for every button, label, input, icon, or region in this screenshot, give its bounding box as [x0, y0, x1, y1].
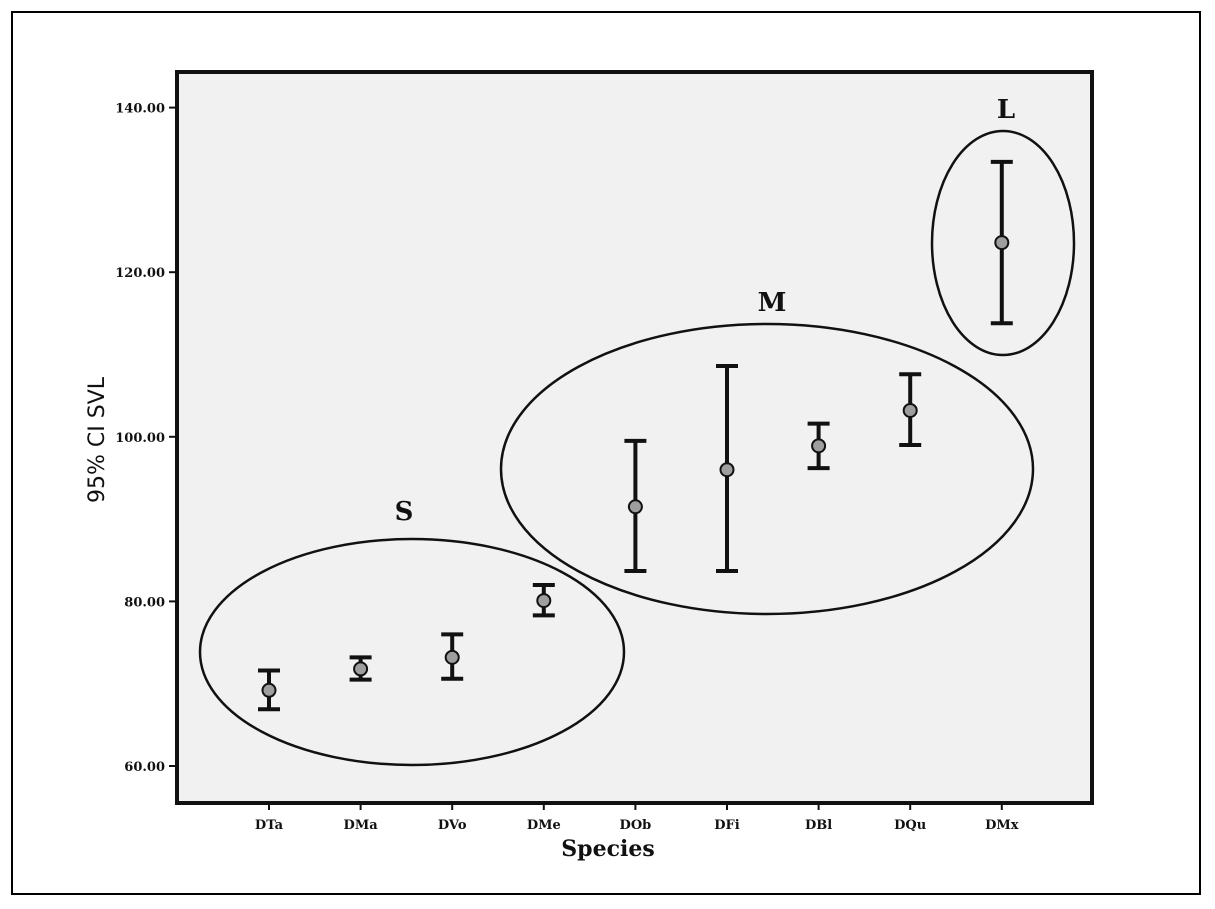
group-ellipse — [499, 322, 1035, 616]
group-ellipse — [198, 537, 626, 767]
y-axis-ticks: 60.00 80.00 100.00 120.00 140.00 — [115, 102, 177, 775]
x-axis-ticks: DTa DMa DVo DMe DOb DFi DBl DQu DMx — [255, 803, 1019, 833]
y-tick-label: 80.00 — [124, 595, 165, 610]
group-label: L — [997, 95, 1015, 125]
y-axis-label: 95% CI SVL — [85, 376, 110, 503]
plot-area — [177, 72, 1092, 803]
x-tick-label: DMe — [527, 818, 561, 833]
plot-border — [175, 70, 1094, 805]
mean-marker — [261, 682, 277, 698]
mean-marker — [994, 235, 1010, 251]
mean-marker — [444, 649, 460, 665]
x-tick-label: DTa — [255, 818, 284, 833]
y-tick-label: 120.00 — [115, 266, 165, 281]
y-tick-label: 140.00 — [115, 102, 165, 117]
group-label: S — [395, 497, 414, 527]
x-tick-label: DOb — [620, 818, 652, 833]
mean-marker — [719, 462, 735, 478]
group-ellipses: S M L — [198, 95, 1076, 767]
y-tick-label: 100.00 — [115, 431, 165, 446]
x-axis-label: Species — [561, 836, 654, 862]
x-tick-label: DVo — [438, 818, 467, 833]
x-tick-label: DFi — [714, 818, 740, 833]
error-bars — [258, 159, 1013, 712]
mean-marker — [811, 438, 827, 454]
group-ellipse — [930, 129, 1076, 357]
mean-marker — [627, 499, 643, 515]
x-tick-label: DQu — [894, 818, 926, 833]
mean-marker — [353, 661, 369, 677]
x-tick-label: DMa — [344, 818, 379, 833]
group-label: M — [758, 288, 787, 318]
x-tick-label: DBl — [805, 818, 832, 833]
y-tick-label: 60.00 — [124, 760, 165, 775]
mean-marker — [536, 593, 552, 609]
mean-marker — [902, 402, 918, 418]
x-tick-label: DMx — [985, 818, 1019, 833]
